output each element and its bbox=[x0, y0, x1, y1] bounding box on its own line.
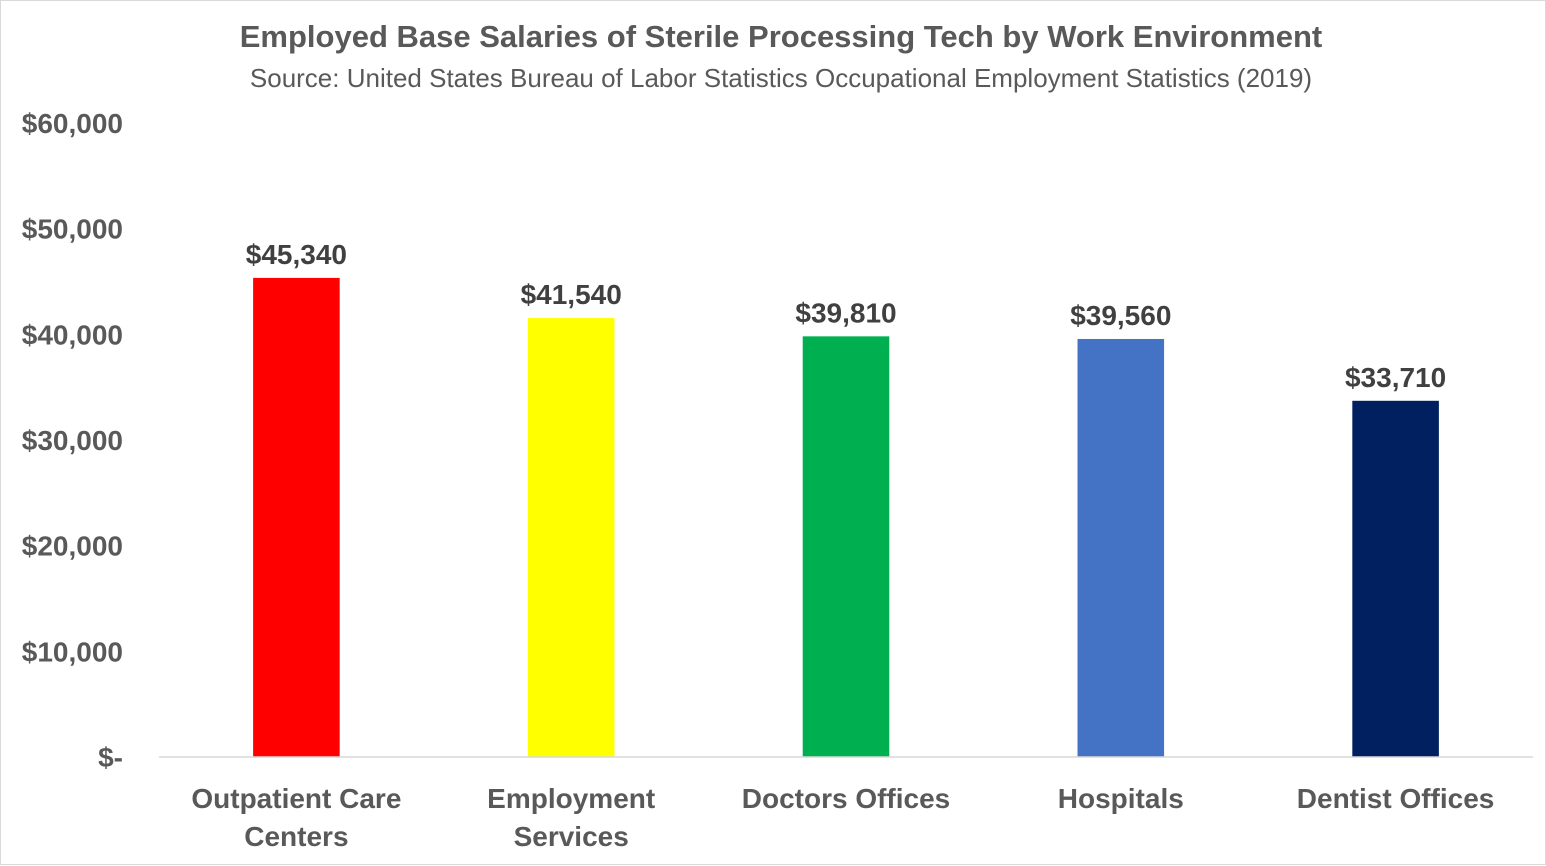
x-tick-label-line: Employment bbox=[487, 783, 655, 814]
bar bbox=[253, 277, 340, 757]
x-tick-label-line: Outpatient Care bbox=[191, 783, 401, 814]
bar bbox=[1352, 400, 1439, 757]
x-tick-label-line: Hospitals bbox=[1058, 783, 1184, 814]
bar bbox=[802, 336, 890, 757]
x-tick-label: Dentist Offices bbox=[1297, 783, 1495, 814]
data-label: $39,560 bbox=[1070, 300, 1171, 331]
x-tick-label-line: Doctors Offices bbox=[742, 783, 951, 814]
y-tick-label: $10,000 bbox=[22, 636, 123, 667]
x-tick-label: Employment Services bbox=[487, 783, 655, 852]
x-tick-label: Hospitals bbox=[1058, 783, 1184, 814]
data-labels: $45,340 $41,540 $39,810 $39,560 $33,710 bbox=[246, 239, 1446, 393]
x-tick-label-line: Centers bbox=[244, 821, 348, 852]
bar bbox=[1077, 338, 1165, 757]
x-tick-label: Outpatient Care Centers bbox=[191, 783, 401, 852]
y-tick-label: $30,000 bbox=[22, 425, 123, 456]
y-tick-label: $- bbox=[98, 742, 123, 773]
y-tick-label: $20,000 bbox=[22, 531, 123, 562]
data-label: $41,540 bbox=[521, 279, 622, 310]
x-axis: Outpatient Care Centers Employment Services… bbox=[159, 756, 1533, 852]
bar-series bbox=[253, 277, 1439, 757]
data-label: $33,710 bbox=[1345, 362, 1446, 393]
bar bbox=[527, 318, 615, 757]
chart-title: Employed Base Salaries of Sterile Proces… bbox=[240, 19, 1323, 54]
y-axis: $- $10,000 $20,000 $30,000 $40,000 $50,000 $60… bbox=[22, 108, 123, 773]
y-tick-label: $60,000 bbox=[22, 108, 123, 139]
y-tick-label: $50,000 bbox=[22, 214, 123, 245]
data-label: $39,810 bbox=[795, 297, 896, 328]
data-label: $45,340 bbox=[246, 239, 347, 270]
chart-subtitle: Source: United States Bureau of Labor St… bbox=[250, 63, 1312, 93]
y-tick-label: $40,000 bbox=[22, 319, 123, 350]
x-tick-label-line: Dentist Offices bbox=[1297, 783, 1495, 814]
x-tick-label-line: Services bbox=[514, 821, 629, 852]
x-tick-label: Doctors Offices bbox=[742, 783, 951, 814]
